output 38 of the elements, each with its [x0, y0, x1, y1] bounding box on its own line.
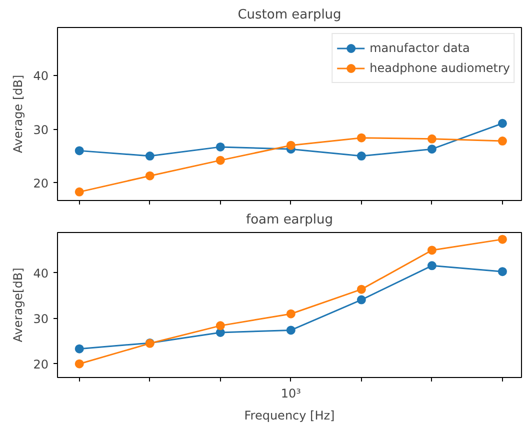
point: [145, 171, 154, 180]
point: [74, 359, 84, 368]
point: [286, 140, 296, 150]
y-tick-label: 40: [33, 69, 49, 84]
legend-label: manufactor data: [370, 41, 470, 55]
point: [498, 118, 507, 128]
point: [216, 321, 225, 330]
y-tick-label: 30: [33, 122, 49, 137]
point: [356, 133, 366, 142]
point: [216, 156, 225, 165]
point: [356, 152, 366, 161]
point: [498, 234, 507, 244]
point: [427, 144, 436, 154]
point: [286, 326, 296, 335]
point: [74, 187, 84, 196]
point: [356, 295, 366, 304]
y-axis-title: Average [dB]: [11, 74, 26, 154]
point: [145, 152, 154, 161]
point: [427, 246, 436, 255]
point: [498, 267, 507, 276]
point: [427, 134, 436, 144]
x-tick-label: 10³: [280, 386, 302, 400]
y-tick-label: 20: [33, 357, 49, 372]
x-axis-title: Frequency [Hz]: [244, 408, 335, 422]
y-axis-title: Average[dB]: [11, 268, 26, 342]
point: [286, 309, 296, 318]
chart-title: Custom earplug: [238, 8, 342, 22]
point: [498, 136, 507, 146]
point: [356, 284, 366, 294]
point: [216, 142, 225, 152]
y-tick-label: 30: [33, 312, 49, 326]
point: [74, 146, 84, 156]
legend-label: headphone audiometry: [370, 61, 510, 75]
point: [74, 344, 84, 354]
y-tick-label: 20: [33, 176, 49, 190]
point: [427, 261, 436, 270]
chart-title: foam earplug: [246, 212, 333, 228]
y-tick-label: 40: [33, 266, 49, 280]
